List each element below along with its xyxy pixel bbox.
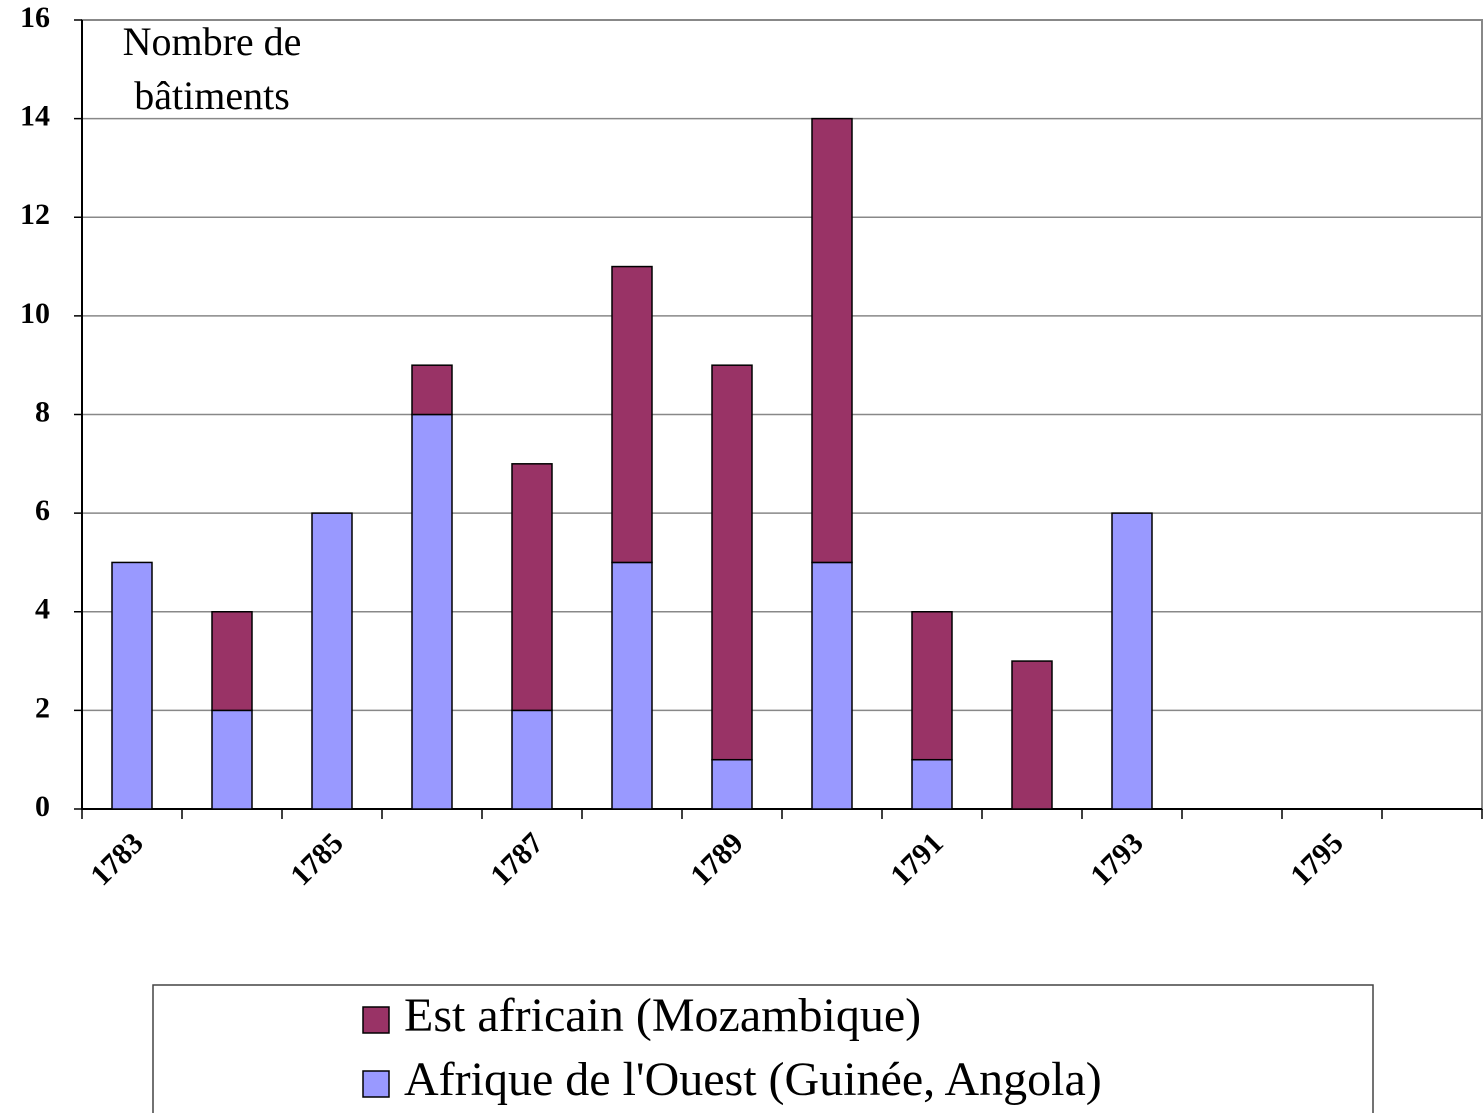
- bar-segment: [611, 265, 653, 564]
- x-tick-label: 1791: [884, 826, 950, 892]
- legend-box: [152, 984, 1374, 1113]
- bar-segment: [711, 758, 753, 810]
- y-tick-label: 6: [35, 494, 50, 527]
- bar-segment: [511, 709, 553, 810]
- y-axis-label: bâtiments: [134, 73, 290, 118]
- bar-segment: [811, 117, 853, 564]
- bar-segment: [911, 611, 953, 761]
- y-tick-label: 2: [35, 691, 50, 724]
- y-tick-label: 12: [20, 198, 50, 231]
- bar-segment: [411, 364, 453, 416]
- bar-segment: [1111, 512, 1153, 810]
- bar-segment: [311, 512, 353, 810]
- bar-segment: [211, 611, 253, 712]
- legend-label: Afrique de l'Ouest (Guinée, Angola): [404, 1053, 1102, 1106]
- bar-segment: [811, 561, 853, 810]
- bar-segment: [211, 709, 253, 810]
- y-tick-label: 10: [20, 297, 50, 330]
- x-tick-label: 1793: [1084, 826, 1150, 892]
- x-tick-label: 1795: [1284, 826, 1350, 892]
- y-tick-label: 4: [35, 593, 50, 626]
- bar-segment: [411, 413, 453, 810]
- y-tick-label: 0: [35, 790, 50, 823]
- y-tick-label: 14: [20, 100, 50, 133]
- legend-swatch: [362, 1070, 390, 1098]
- bar-segment: [711, 364, 753, 761]
- x-tick-label: 1789: [684, 826, 750, 892]
- bar-segment: [911, 758, 953, 810]
- x-tick-label: 1783: [84, 826, 150, 892]
- x-tick-label: 1785: [284, 826, 350, 892]
- bar-segment: [611, 561, 653, 810]
- legend-label: Est africain (Mozambique): [404, 989, 921, 1042]
- y-tick-label: 8: [35, 395, 50, 428]
- y-axis-label: Nombre de: [123, 19, 302, 64]
- legend-swatch: [362, 1006, 390, 1034]
- bar-segment: [111, 561, 153, 810]
- x-tick-label: 1787: [484, 826, 550, 892]
- y-tick-label: 16: [20, 1, 50, 34]
- bar-segment: [1011, 660, 1053, 810]
- bar-segment: [511, 463, 553, 712]
